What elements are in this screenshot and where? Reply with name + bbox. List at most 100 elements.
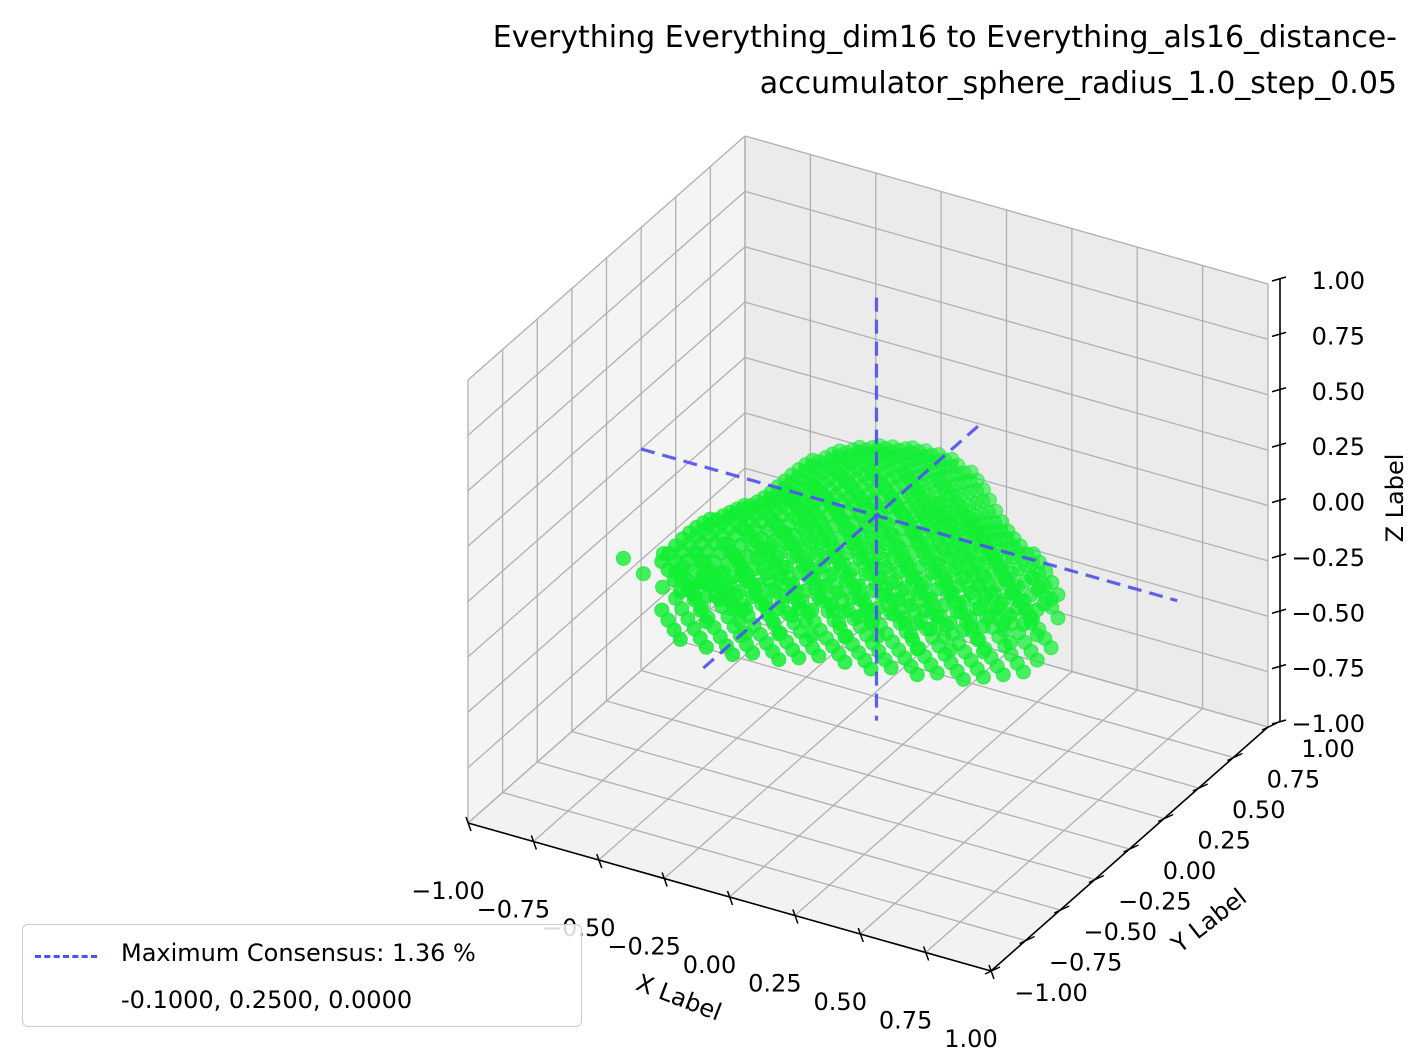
data-point <box>672 631 688 647</box>
data-point <box>891 564 907 580</box>
data-point <box>995 667 1011 683</box>
data-point <box>904 569 920 585</box>
data-point <box>798 614 814 630</box>
x-tick-label-8: 1.00 <box>944 1025 997 1053</box>
data-point <box>863 614 879 630</box>
data-point <box>949 604 965 620</box>
y-tick-7 <box>1227 752 1243 762</box>
data-point <box>995 617 1011 633</box>
z-tick-5 <box>1271 442 1287 448</box>
data-point <box>955 671 971 687</box>
data-point <box>910 585 926 601</box>
data-point <box>771 652 787 668</box>
z-tick-0 <box>1271 719 1287 725</box>
x-tick-label-7: 0.75 <box>879 1007 932 1035</box>
x-tick-3 <box>661 872 668 887</box>
data-point <box>732 584 747 600</box>
y-tick-2 <box>1053 905 1070 914</box>
tick-labels: −1.00−1.00−1.00−0.75−0.75−0.75−0.50−0.50… <box>411 267 1365 1053</box>
y-tick-label-4: 0.00 <box>1163 857 1216 885</box>
grid-back-z-4 <box>744 356 1269 507</box>
grid-left-z-7 <box>467 190 746 436</box>
y-tick-4 <box>1123 844 1139 853</box>
x-tick-label-1: −0.75 <box>477 896 551 924</box>
grid-floor-y-4 <box>606 700 1130 850</box>
chart-title-line-1: Everything Everything_dim16 to Everythin… <box>492 20 1397 55</box>
data-point <box>771 626 787 642</box>
data-point <box>672 584 688 600</box>
data-point <box>909 615 925 631</box>
z-tick-7 <box>1271 331 1287 338</box>
y-tick-5 <box>1157 813 1174 823</box>
data-point <box>969 631 985 647</box>
y-tick-1 <box>1019 935 1035 945</box>
data-point <box>930 581 946 597</box>
data-point <box>837 603 853 619</box>
data-point <box>804 602 820 618</box>
data-point <box>851 578 867 594</box>
data-point <box>698 639 714 655</box>
legend-label: Maximum Consensus: 1.36 % <box>121 939 476 967</box>
x-tick-0 <box>465 816 472 832</box>
data-point <box>896 610 912 626</box>
z-tick-label-4: 0.00 <box>1312 489 1365 517</box>
y-tick-label-0: −1.00 <box>1014 979 1088 1007</box>
x-tick-label-4: 0.00 <box>683 951 736 979</box>
data-point <box>798 554 814 570</box>
x-tick-8 <box>988 964 995 980</box>
data-point <box>811 648 827 664</box>
x-tick-label-3: −0.25 <box>607 933 681 961</box>
z-tick-4 <box>1271 497 1287 504</box>
data-point <box>779 559 794 575</box>
z-tick-1 <box>1271 663 1287 670</box>
data-point <box>845 561 861 577</box>
z-tick-2 <box>1271 608 1287 614</box>
data-point <box>975 669 991 685</box>
z-tick-6 <box>1271 387 1287 393</box>
grid-back-z-5 <box>744 301 1269 451</box>
data-point <box>975 618 991 634</box>
x-tick-4 <box>726 890 734 906</box>
y-tick-0 <box>984 966 1001 975</box>
grid-left-z-6 <box>467 246 746 492</box>
x-tick-6 <box>857 927 864 943</box>
data-point <box>1015 616 1031 632</box>
data-point <box>745 645 761 661</box>
data-point <box>832 556 847 571</box>
data-point <box>784 608 800 624</box>
z-tick-label-7: 0.75 <box>1312 322 1365 350</box>
data-point <box>890 592 906 608</box>
data-point <box>698 614 714 630</box>
data-point <box>850 609 866 625</box>
data-point <box>831 584 847 600</box>
data-point <box>725 647 741 663</box>
chart-title-line-2: accumulator_sphere_radius_1.0_step_0.05 <box>759 66 1397 101</box>
data-point <box>942 642 958 658</box>
x-tick-5 <box>792 909 799 924</box>
data-point <box>635 566 651 582</box>
y-tick-3 <box>1088 874 1105 884</box>
grid-left-z-8 <box>467 135 746 381</box>
data-point <box>752 577 767 593</box>
data-point <box>929 609 945 625</box>
data-point <box>838 572 854 588</box>
z-tick-label-8: 1.00 <box>1312 267 1365 295</box>
y-tick-label-8: 1.00 <box>1301 735 1354 763</box>
data-point <box>791 650 807 666</box>
data-point <box>732 613 747 629</box>
data-point <box>857 595 873 611</box>
data-point <box>791 595 807 611</box>
data-point <box>975 644 991 660</box>
y-tick-label-5: 0.25 <box>1197 827 1250 855</box>
z-tick-label-3: −0.25 <box>1291 544 1365 572</box>
data-point <box>818 578 834 594</box>
z-tick-label-1: −0.75 <box>1291 655 1365 683</box>
x-tick-label-0: −1.00 <box>411 877 485 905</box>
y-tick-6 <box>1192 783 1209 792</box>
data-point <box>929 665 945 681</box>
z-tick-label-2: −0.50 <box>1291 599 1365 627</box>
data-point <box>772 570 787 586</box>
data-point <box>922 621 938 637</box>
consensus-y-line <box>702 422 982 670</box>
data-point <box>1015 664 1031 680</box>
